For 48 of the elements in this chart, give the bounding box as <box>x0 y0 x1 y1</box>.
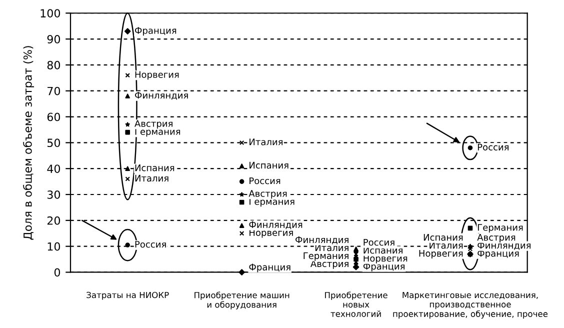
text: Россия <box>364 238 394 246</box>
text: Германия <box>135 128 180 137</box>
y-tick-label: 40 <box>47 164 60 173</box>
series-label: Австрия <box>248 190 287 199</box>
series-label: Россия <box>135 240 166 248</box>
text: Германия <box>250 198 294 207</box>
text: Россия <box>250 177 280 184</box>
y-axis-title: Доля в общем объеме затрат (%) <box>23 46 34 240</box>
y-tick-label: 0 <box>54 268 60 277</box>
y-tick-label: 90 <box>47 35 60 44</box>
text: Испания <box>135 164 174 172</box>
text: Норвегия <box>135 71 179 80</box>
series-label: Франция <box>249 264 290 272</box>
y-tick-label: 50 <box>47 138 60 148</box>
series-label: Финляндия <box>249 221 302 230</box>
x-tick-label: Маркетинговые исследования, производственное проектирование, обучение, прочее <box>393 292 548 319</box>
text: Финляндия <box>296 236 348 244</box>
text: Финляндия <box>134 92 188 100</box>
text: Финляндия <box>478 242 531 250</box>
y-tick-label: 100 <box>40 9 60 18</box>
text: Испания <box>364 246 402 254</box>
text: Франция <box>134 27 176 36</box>
text: Норвегия <box>250 229 293 238</box>
series-label: Италия <box>315 244 348 252</box>
text: Франция <box>478 250 519 258</box>
text: Италия <box>135 174 168 182</box>
y-tick-label: 10 <box>48 242 60 251</box>
y-tick-label: 80 <box>47 60 60 70</box>
text: Австрия <box>134 120 172 129</box>
text: Испания <box>424 234 463 241</box>
text: Италия <box>250 138 283 146</box>
text: Франция <box>363 262 404 272</box>
x-tick-label: Затраты на НИОКР <box>86 292 169 300</box>
text: Австрия <box>310 260 348 269</box>
text: Италия <box>430 242 463 249</box>
series-label: Германия <box>304 252 348 261</box>
text: Норвегия <box>419 250 463 258</box>
series-label: Норвегия <box>364 254 408 264</box>
y-tick-label: 20 <box>47 216 60 225</box>
text: Германия <box>478 224 523 233</box>
x-tick-label: Приобретение новых технологий <box>325 292 388 317</box>
x-tick-label: Приобретение машин и оборудования <box>194 292 290 310</box>
text: Австрия <box>477 234 516 242</box>
y-tick-label: 60 <box>47 112 60 122</box>
text: Россия <box>478 144 509 150</box>
y-tick-label: 30 <box>47 190 60 199</box>
y-tick-label: 70 <box>48 86 60 96</box>
series-label: Испания <box>250 162 288 169</box>
